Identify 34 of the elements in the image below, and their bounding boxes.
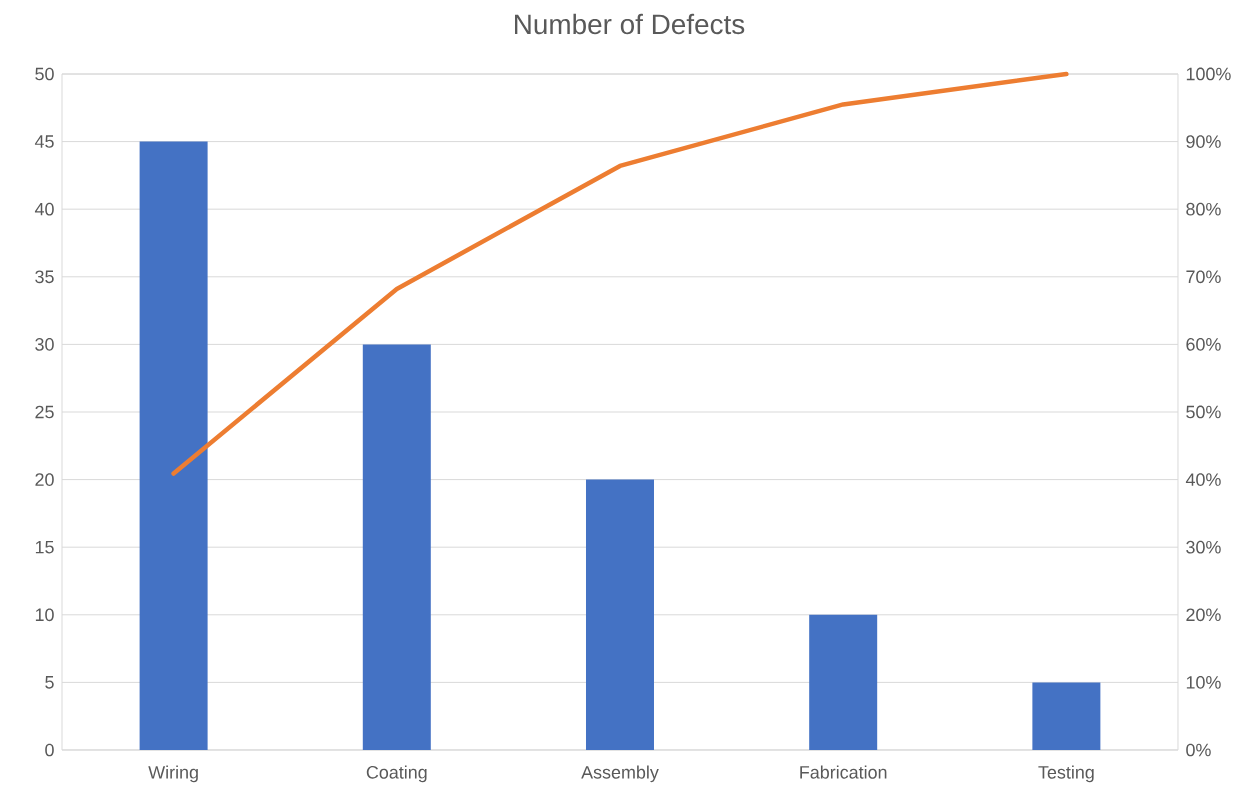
y-tick-label: 35 (35, 270, 54, 284)
line-series (171, 71, 1069, 476)
y-tick-label: 5 (45, 676, 54, 689)
x-tick-label: Wiring (148, 765, 198, 783)
y-tick-label: 0 (45, 743, 54, 757)
bar (139, 141, 208, 750)
y-tick-label: 25 (35, 405, 54, 419)
y2-tick-label: 10% (1186, 676, 1221, 689)
y2-tick-label: 90% (1186, 135, 1221, 148)
y-tick-label: 30 (35, 338, 54, 351)
y2-tick-label: 30% (1186, 540, 1221, 554)
chart-title: Number of Defects (515, 13, 745, 35)
y-tick-label: 40 (34, 202, 54, 216)
y-tick-label: 20 (35, 473, 54, 486)
y2-tick-label: 80% (1186, 202, 1221, 216)
x-tick-label: Assembly (581, 765, 659, 783)
y2-tick-label: 50% (1186, 405, 1221, 419)
y-tick-label: 10 (35, 608, 54, 622)
x-tick-label: Testing (1038, 765, 1094, 783)
y2-tick-label: 20% (1186, 608, 1221, 622)
y-tick-label: 50 (35, 67, 54, 81)
y-tick-label: 45 (34, 135, 54, 148)
y2-tick-label: 0% (1186, 743, 1211, 757)
y-tick-label: 15 (35, 540, 54, 554)
x-tick-label: Fabrication (800, 765, 887, 779)
y2-tick-label: 60% (1186, 338, 1221, 351)
bar (1032, 682, 1101, 750)
x-tick-label: Coating (366, 765, 427, 783)
bar (585, 479, 654, 750)
y2-tick-label: 70% (1186, 270, 1221, 284)
bar (809, 614, 878, 750)
bar (362, 344, 431, 750)
y2-tick-label: 100% (1186, 67, 1231, 81)
y2-tick-label: 40% (1185, 473, 1221, 486)
